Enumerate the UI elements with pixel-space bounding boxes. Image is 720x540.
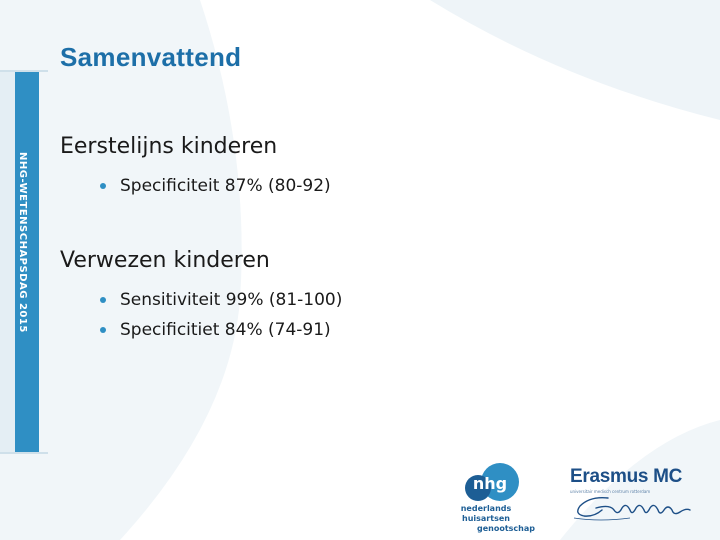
section-verwezen: Verwezen kinderen Sensitiviteit 99% (81-… <box>60 248 342 345</box>
side-bar: NHG-WETENSCHAPSDAG 2015 <box>0 70 48 454</box>
side-bar-light-band <box>0 72 15 452</box>
nhg-line1: nederlands huisartsen <box>460 504 512 523</box>
side-bar-band <box>15 72 39 452</box>
nhg-line2: genootschap <box>477 524 535 533</box>
bullet-list: Specificiteit 87% (80-92) <box>60 171 331 201</box>
section-heading: Eerstelijns kinderen <box>60 134 278 159</box>
bullet-list: Sensitiviteit 99% (81-100) Specificitiet… <box>60 285 342 345</box>
nhg-mark-text: nhg <box>473 474 507 493</box>
nhg-logo-text: nederlands huisartsen genootschap <box>436 504 536 534</box>
slide-title: Samenvattend <box>60 42 242 72</box>
nhg-logo: nhg nederlands huisartsen genootschap <box>436 462 546 533</box>
bullet-item: Specificiteit 87% (80-92) <box>100 171 331 201</box>
erasmus-mc-logo: Erasmus MC universitair medisch centrum … <box>570 466 700 526</box>
section-eerstelijns: Eerstelijns kinderen Specificiteit 87% (… <box>60 134 331 201</box>
nhg-logo-mark: nhg <box>465 463 519 501</box>
erasmus-signature-icon <box>573 496 691 521</box>
section-heading: Verwezen kinderen <box>60 248 270 273</box>
bullet-item: Specificitiet 84% (74-91) <box>100 315 342 345</box>
erasmus-mc-name: Erasmus MC <box>570 466 683 487</box>
bullet-item: Sensitiviteit 99% (81-100) <box>100 285 342 315</box>
erasmus-mc-subline: universitair medisch centrum rotterdam <box>570 489 651 494</box>
side-label: NHG-WETENSCHAPSDAG 2015 <box>17 152 28 333</box>
